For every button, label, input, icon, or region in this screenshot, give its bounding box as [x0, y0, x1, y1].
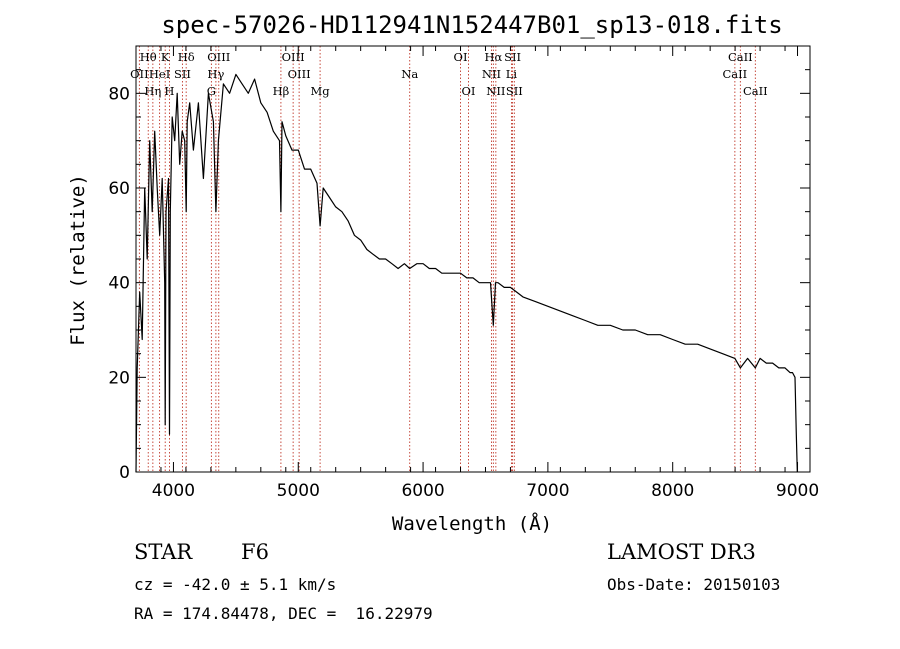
y-tick-label-20: 20 — [108, 368, 130, 388]
spectral-line-markers — [138, 46, 756, 472]
line-label-2: HeI — [149, 67, 170, 81]
x-tick-label-9000: 9000 — [776, 481, 819, 501]
observation-date: Obs-Date: 20150103 — [607, 575, 781, 594]
x-tick-label-7000: 7000 — [526, 481, 569, 501]
line-label-9: Hγ — [207, 67, 224, 81]
line-label-15: Na — [401, 67, 418, 81]
object-class: STAR — [134, 540, 193, 564]
line-label-16: OI — [454, 50, 468, 64]
chart-title: spec-57026-HD112941N152447B01_sp13-018.f… — [161, 11, 782, 39]
line-label-19: NII — [482, 67, 501, 81]
y-tick-label-40: 40 — [108, 274, 130, 294]
line-label-24: CaII — [728, 50, 753, 64]
line-label-8: OIII — [207, 50, 230, 64]
line-label-13: OIII — [288, 67, 311, 81]
line-label-14: Mg — [311, 84, 331, 98]
plot-area — [135, 73, 798, 473]
y-tick-label-0: 0 — [119, 463, 130, 483]
y-axis-label: Flux (relative) — [67, 174, 89, 346]
line-label-0: Hθ — [140, 50, 157, 64]
line-label-26: CaII — [743, 84, 768, 98]
y-tick-label-60: 60 — [108, 179, 130, 199]
line-label-5: H — [164, 84, 174, 98]
y-tick-label-80: 80 — [108, 84, 130, 104]
x-tick-label-6000: 6000 — [401, 481, 444, 501]
line-label-20: NII — [486, 84, 505, 98]
spectrum-line — [135, 73, 798, 473]
line-label-22: Li — [506, 67, 518, 81]
line-label-18: Hα — [484, 50, 502, 64]
line-label-12: OIII — [282, 50, 305, 64]
line-label-23: SII — [506, 84, 523, 98]
line-label-17: OI — [462, 84, 476, 98]
redshift-info: cz = -42.0 ± 5.1 km/s — [134, 575, 337, 594]
object-subclass: F6 — [241, 540, 269, 564]
x-tick-label-5000: 5000 — [277, 481, 320, 501]
coordinates: RA = 174.84478, DEC = 16.22979 — [134, 604, 433, 623]
survey-name: LAMOST DR3 — [607, 540, 756, 564]
line-label-4: K — [161, 50, 170, 64]
line-label-1: OII — [130, 67, 149, 81]
line-label-11: Hβ — [273, 84, 290, 98]
line-label-6: SII — [174, 67, 191, 81]
line-label-3: Hη — [144, 84, 161, 98]
x-tick-label-8000: 8000 — [651, 481, 694, 501]
line-label-21: SII — [504, 50, 521, 64]
axis-ticks: 4000 5000 6000 7000 8000 9000 0 20 40 60 80 — [108, 45, 819, 501]
line-label-10: G — [207, 84, 216, 98]
x-tick-label-4000: 4000 — [152, 481, 195, 501]
line-label-7: Hδ — [178, 50, 195, 64]
plot-frame — [135, 45, 811, 473]
x-axis-label: Wavelength (Å) — [392, 512, 552, 535]
line-label-25: CaII — [722, 67, 747, 81]
